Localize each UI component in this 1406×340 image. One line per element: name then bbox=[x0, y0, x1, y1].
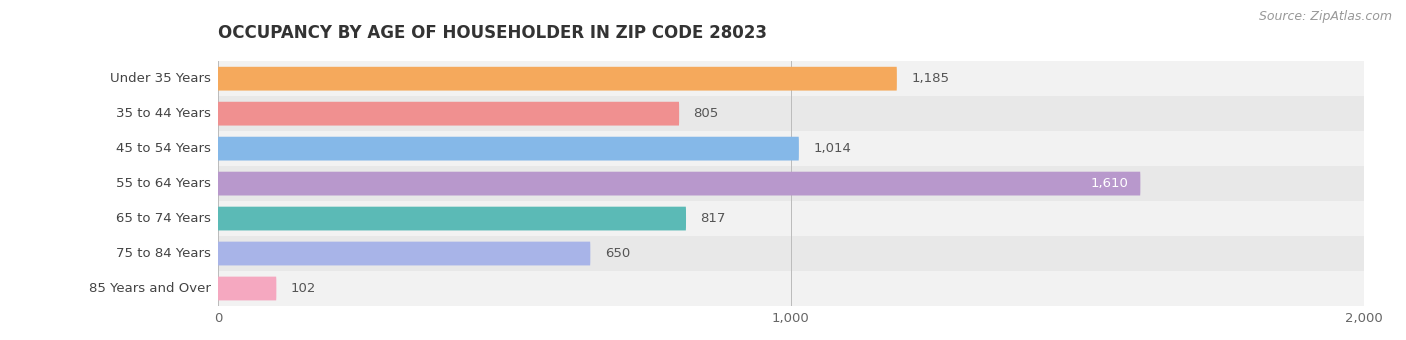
FancyBboxPatch shape bbox=[218, 207, 686, 231]
Text: 1,185: 1,185 bbox=[911, 72, 949, 85]
FancyBboxPatch shape bbox=[218, 102, 679, 125]
Text: 85 Years and Over: 85 Years and Over bbox=[89, 282, 211, 295]
Text: 1,014: 1,014 bbox=[813, 142, 851, 155]
Text: 817: 817 bbox=[700, 212, 725, 225]
Text: 1,610: 1,610 bbox=[1091, 177, 1129, 190]
FancyBboxPatch shape bbox=[218, 67, 897, 90]
Bar bbox=[218, 201, 1364, 236]
Bar bbox=[218, 61, 1364, 96]
FancyBboxPatch shape bbox=[218, 242, 591, 266]
Text: OCCUPANCY BY AGE OF HOUSEHOLDER IN ZIP CODE 28023: OCCUPANCY BY AGE OF HOUSEHOLDER IN ZIP C… bbox=[218, 24, 766, 42]
Text: 650: 650 bbox=[605, 247, 630, 260]
Bar bbox=[218, 271, 1364, 306]
Bar bbox=[218, 131, 1364, 166]
Bar bbox=[218, 166, 1364, 201]
Text: 65 to 74 Years: 65 to 74 Years bbox=[117, 212, 211, 225]
FancyBboxPatch shape bbox=[218, 137, 799, 160]
Text: 75 to 84 Years: 75 to 84 Years bbox=[117, 247, 211, 260]
Text: 45 to 54 Years: 45 to 54 Years bbox=[117, 142, 211, 155]
FancyBboxPatch shape bbox=[218, 172, 1140, 195]
Text: 55 to 64 Years: 55 to 64 Years bbox=[117, 177, 211, 190]
Text: 35 to 44 Years: 35 to 44 Years bbox=[117, 107, 211, 120]
Text: 805: 805 bbox=[693, 107, 718, 120]
Bar bbox=[218, 96, 1364, 131]
Bar bbox=[218, 236, 1364, 271]
Text: Under 35 Years: Under 35 Years bbox=[110, 72, 211, 85]
Text: Source: ZipAtlas.com: Source: ZipAtlas.com bbox=[1258, 10, 1392, 23]
FancyBboxPatch shape bbox=[218, 277, 277, 301]
Text: 102: 102 bbox=[291, 282, 316, 295]
